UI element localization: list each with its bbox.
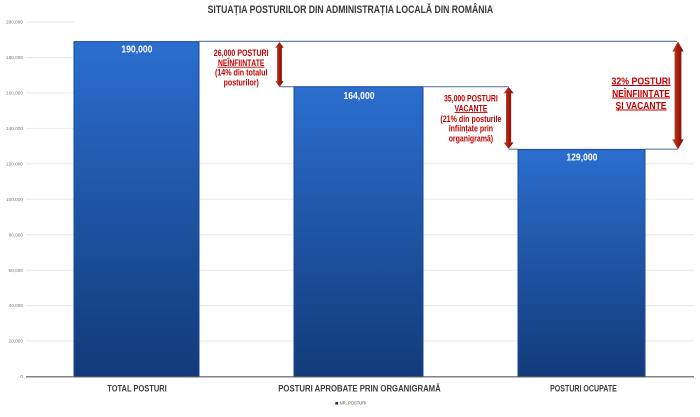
- svg-text:190,000: 190,000: [121, 44, 152, 55]
- svg-text:160,000: 160,000: [6, 91, 23, 96]
- svg-text:26,000 POSTURI: 26,000 POSTURI: [214, 48, 269, 58]
- svg-text:TOTAL POSTURI: TOTAL POSTURI: [107, 383, 167, 394]
- svg-text:140,000: 140,000: [6, 126, 23, 131]
- svg-text:organigramă): organigramă): [449, 133, 493, 143]
- svg-text:60,000: 60,000: [9, 268, 24, 273]
- svg-text:20,000: 20,000: [9, 339, 24, 344]
- svg-text:NEÎNFIINȚATE: NEÎNFIINȚATE: [218, 57, 265, 68]
- svg-text:POSTURI OCUPATE: POSTURI OCUPATE: [550, 383, 617, 394]
- svg-text:40,000: 40,000: [9, 303, 24, 308]
- svg-text:(21% din posturile: (21% din posturile: [440, 114, 501, 124]
- svg-text:164,000: 164,000: [344, 91, 375, 102]
- svg-text:200,000: 200,000: [6, 20, 23, 25]
- svg-text:VACANTE: VACANTE: [455, 103, 488, 113]
- svg-text:înființate prin: înființate prin: [448, 124, 493, 134]
- svg-text:NR. POSTURI: NR. POSTURI: [340, 401, 367, 406]
- svg-text:35,000 POSTURI: 35,000 POSTURI: [444, 94, 498, 104]
- svg-text:80,000: 80,000: [9, 232, 24, 237]
- svg-text:32% POSTURI: 32% POSTURI: [612, 77, 671, 88]
- svg-text:ȘI VACANTE: ȘI VACANTE: [616, 101, 667, 112]
- svg-text:0: 0: [20, 374, 23, 379]
- svg-text:NEÎNFIINȚATE: NEÎNFIINȚATE: [612, 87, 670, 100]
- svg-text:SITUAȚIA POSTURILOR DIN ADMINI: SITUAȚIA POSTURILOR DIN ADMINISTRAȚIA LO…: [208, 3, 494, 16]
- svg-text:POSTURI APROBATE PRIN ORGANIGR: POSTURI APROBATE PRIN ORGANIGRAMĂ: [278, 383, 441, 394]
- svg-text:180,000: 180,000: [6, 55, 23, 60]
- svg-text:(14% din totalul: (14% din totalul: [215, 68, 268, 78]
- svg-text:120,000: 120,000: [6, 161, 23, 166]
- svg-text:100,000: 100,000: [6, 197, 23, 202]
- svg-text:129,000: 129,000: [566, 153, 597, 164]
- svg-text:posturilor): posturilor): [224, 77, 259, 87]
